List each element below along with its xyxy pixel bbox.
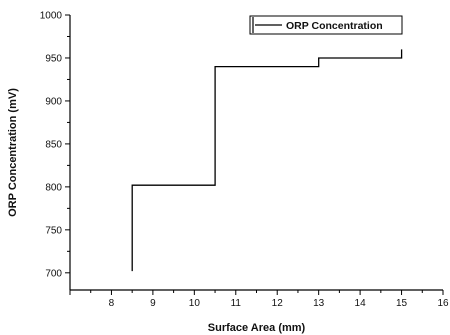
series-line: [131, 49, 403, 272]
x-tick-label: 9: [150, 298, 156, 309]
y-axis-ticks: 700 750 800 850 900 950 1000: [40, 11, 70, 279]
x-tick-label: 13: [313, 298, 325, 309]
legend: ORP Concentration: [249, 15, 403, 35]
series-layer: [131, 49, 403, 272]
y-tick-label: 850: [45, 139, 62, 150]
y-tick-label: 800: [45, 182, 62, 193]
y-tick-label: 1000: [40, 11, 63, 22]
y-tick-label: 700: [45, 268, 62, 279]
x-tick-label: 12: [272, 298, 284, 309]
x-tick-label: 10: [189, 298, 201, 309]
y-tick-label: 950: [45, 53, 62, 64]
x-axis-title: Surface Area (mm): [208, 322, 306, 334]
legend-label: ORP Concentration: [286, 20, 383, 32]
x-tick-label: 8: [109, 298, 115, 309]
x-axis-ticks: 8 9 10 11 12 13 14 15 16: [69, 290, 449, 309]
x-tick-label: 11: [231, 298, 242, 309]
x-tick-label: 15: [396, 298, 408, 309]
x-tick-label: 16: [437, 298, 449, 309]
y-tick-label: 750: [45, 225, 62, 236]
legend-box: [249, 15, 403, 35]
x-tick-label: 14: [355, 298, 367, 309]
y-axis-title: ORP Concentration (mV): [7, 88, 19, 217]
axes-frame: [69, 15, 443, 291]
y-tick-label: 900: [45, 96, 62, 107]
